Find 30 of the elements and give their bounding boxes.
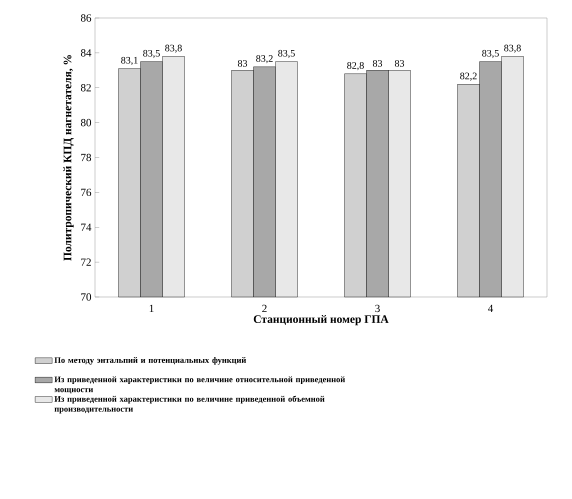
y-tick-label: 86 — [80, 14, 92, 22]
data-label: 83,2 — [256, 55, 273, 64]
data-label: 83,5 — [278, 50, 295, 58]
legend-label: Из приведенной характеристики по величине относительной приведенной мощности — [54, 376, 345, 394]
y-tick-label: 70 — [81, 293, 92, 301]
x-tick-label: 1 — [150, 304, 154, 312]
x-axis-title: Станционный номер ГПА — [254, 314, 389, 326]
y-tick-label: 84 — [80, 49, 92, 57]
data-label: 83 — [394, 60, 404, 67]
data-label: 82,8 — [347, 62, 364, 70]
legend-label: По методу энтальпий и потенциальных функций — [54, 356, 246, 365]
data-label: 83,1 — [121, 56, 138, 66]
y-tick-label: 78 — [81, 154, 92, 162]
y-axis-title: Политропический КПД нагнетателя, % — [63, 55, 74, 261]
legend-label: Из приведенной характеристики по величине приведенной объемной производительности — [54, 396, 325, 414]
y-tick-label: 80 — [80, 118, 92, 126]
data-label: 83 — [372, 60, 382, 67]
y-tick-label: 76 — [81, 188, 92, 196]
data-label: 82,2 — [460, 72, 477, 81]
data-label: 83,8 — [504, 44, 521, 53]
y-tick-label: 74 — [81, 224, 92, 231]
y-tick-label: 82 — [80, 84, 91, 92]
data-label: 83,5 — [482, 50, 499, 58]
x-tick-label: 3 — [375, 304, 380, 312]
y-tick-label: 72 — [81, 258, 91, 266]
data-label: 83,5 — [143, 50, 160, 58]
data-label: 83 — [238, 60, 248, 67]
data-label: 83,8 — [165, 44, 182, 53]
x-tick-label: 4 — [488, 304, 494, 312]
x-tick-label: 2 — [262, 304, 267, 312]
